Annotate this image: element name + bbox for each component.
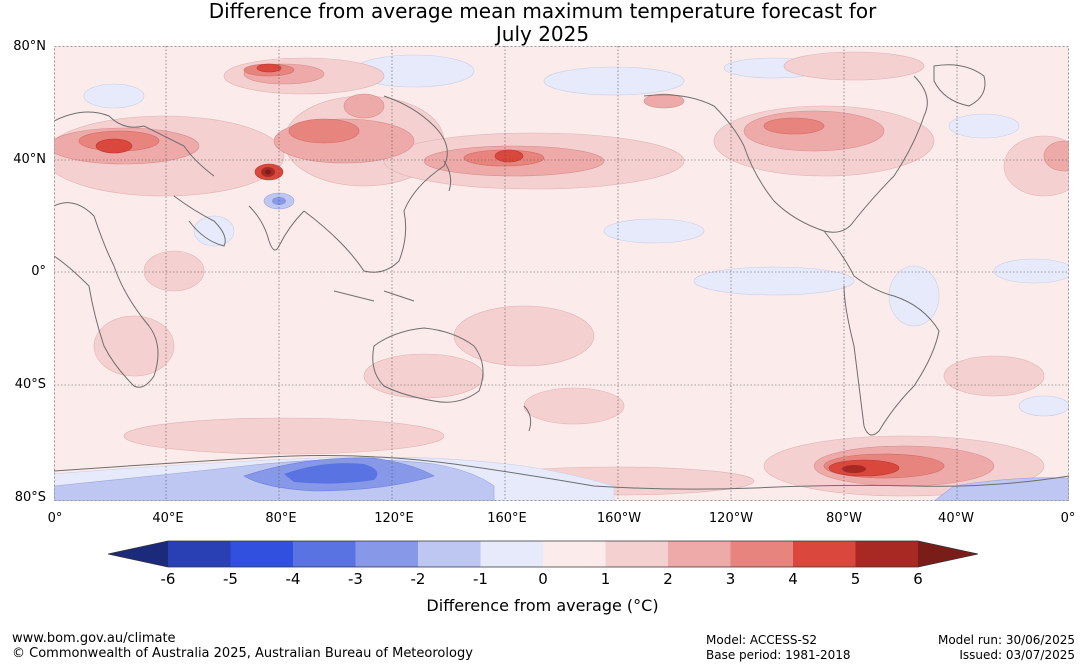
colorbar-tick: -6 <box>160 570 176 588</box>
colorbar-tick: 3 <box>725 570 736 588</box>
lon-label-120w: 120°W <box>708 511 754 526</box>
lon-label-40w: 40°W <box>938 511 974 526</box>
map-title: Difference from average mean maximum tem… <box>0 0 1085 46</box>
colorbar-tick: 2 <box>663 570 673 588</box>
colorbar-segment <box>168 541 231 567</box>
copyright-text: © Commonwealth of Australia 2025, Austra… <box>12 646 473 661</box>
colorbar-tick: -3 <box>348 570 363 588</box>
lon-label-160e: 160°E <box>487 511 527 526</box>
colorbar-tick: -4 <box>285 570 301 588</box>
colorbar-tick: 0 <box>538 570 548 588</box>
colorbar-segment <box>230 541 293 567</box>
colorbar-segment <box>543 541 606 567</box>
colorbar-segment <box>793 541 856 567</box>
colorbar-tick: -5 <box>223 570 238 588</box>
lon-label-0-left: 0° <box>47 511 63 526</box>
colorbar-segment <box>605 541 668 567</box>
colorbar-outline <box>108 540 978 568</box>
colorbar-segments <box>168 541 918 567</box>
map-title-line-2: July 2025 <box>495 22 590 46</box>
footer-dates: Model run: 30/06/2025 Issued: 03/07/2025 <box>938 633 1075 663</box>
colorbar-segment <box>730 541 793 567</box>
colorbar-segment <box>855 541 918 567</box>
lat-label-80n: 80°N <box>13 39 46 54</box>
issued-date: Issued: 03/07/2025 <box>959 648 1075 662</box>
lat-label-40s: 40°S <box>14 377 46 392</box>
lon-label-80e: 80°E <box>265 511 297 526</box>
lon-label-40e: 40°E <box>152 511 184 526</box>
colorbar-tick: 5 <box>850 570 861 588</box>
coastlines <box>54 64 1069 490</box>
colorbar-segment <box>480 541 543 567</box>
model-run-date: Model run: 30/06/2025 <box>937 633 1075 647</box>
colorbar-label: Difference from average (°C) <box>426 596 659 615</box>
lat-label-equator: 0° <box>31 264 46 279</box>
lon-label-120e: 120°E <box>374 511 414 526</box>
lat-label-80s: 80°S <box>14 490 46 505</box>
colorbar-segment <box>668 541 731 567</box>
colorbar-segment <box>418 541 481 567</box>
colorbar-arrow-low <box>108 541 168 567</box>
website-link[interactable]: www.bom.gov.au/climate <box>12 631 176 646</box>
colorbar-segment <box>293 541 356 567</box>
anomaly-cool-patches <box>83 54 1069 417</box>
anomaly-cool-antarctica <box>54 456 1069 501</box>
colorbar-tick: 1 <box>600 570 611 588</box>
footer-left: www.bom.gov.au/climate © Commonwealth of… <box>12 631 473 661</box>
footer-model-info: Model: ACCESS-S2 Base period: 1981-2018 <box>706 633 851 663</box>
colorbar-arrow-high <box>918 541 978 567</box>
forecast-map-svg <box>54 46 1069 501</box>
forecast-map <box>54 46 1069 501</box>
colorbar-tick: -2 <box>410 570 426 588</box>
lon-label-0-right: 0° <box>1060 511 1076 526</box>
colorbar-tick: 6 <box>913 570 923 588</box>
map-border <box>54 46 1069 501</box>
lat-label-40n: 40°N <box>13 152 46 167</box>
model-name: Model: ACCESS-S2 <box>706 633 818 647</box>
lon-label-160w: 160°W <box>596 511 642 526</box>
colorbar-tick: 4 <box>788 570 798 588</box>
colorbar-segment <box>355 541 418 567</box>
colorbar-tick: -1 <box>473 570 488 588</box>
colorbar <box>108 540 978 568</box>
lon-label-80w: 80°W <box>826 511 862 526</box>
graticule <box>54 46 1069 501</box>
base-period: Base period: 1981-2018 <box>706 648 851 662</box>
anomaly-peak-central-asia <box>265 169 271 175</box>
map-title-line-1: Difference from average mean maximum tem… <box>208 0 877 23</box>
